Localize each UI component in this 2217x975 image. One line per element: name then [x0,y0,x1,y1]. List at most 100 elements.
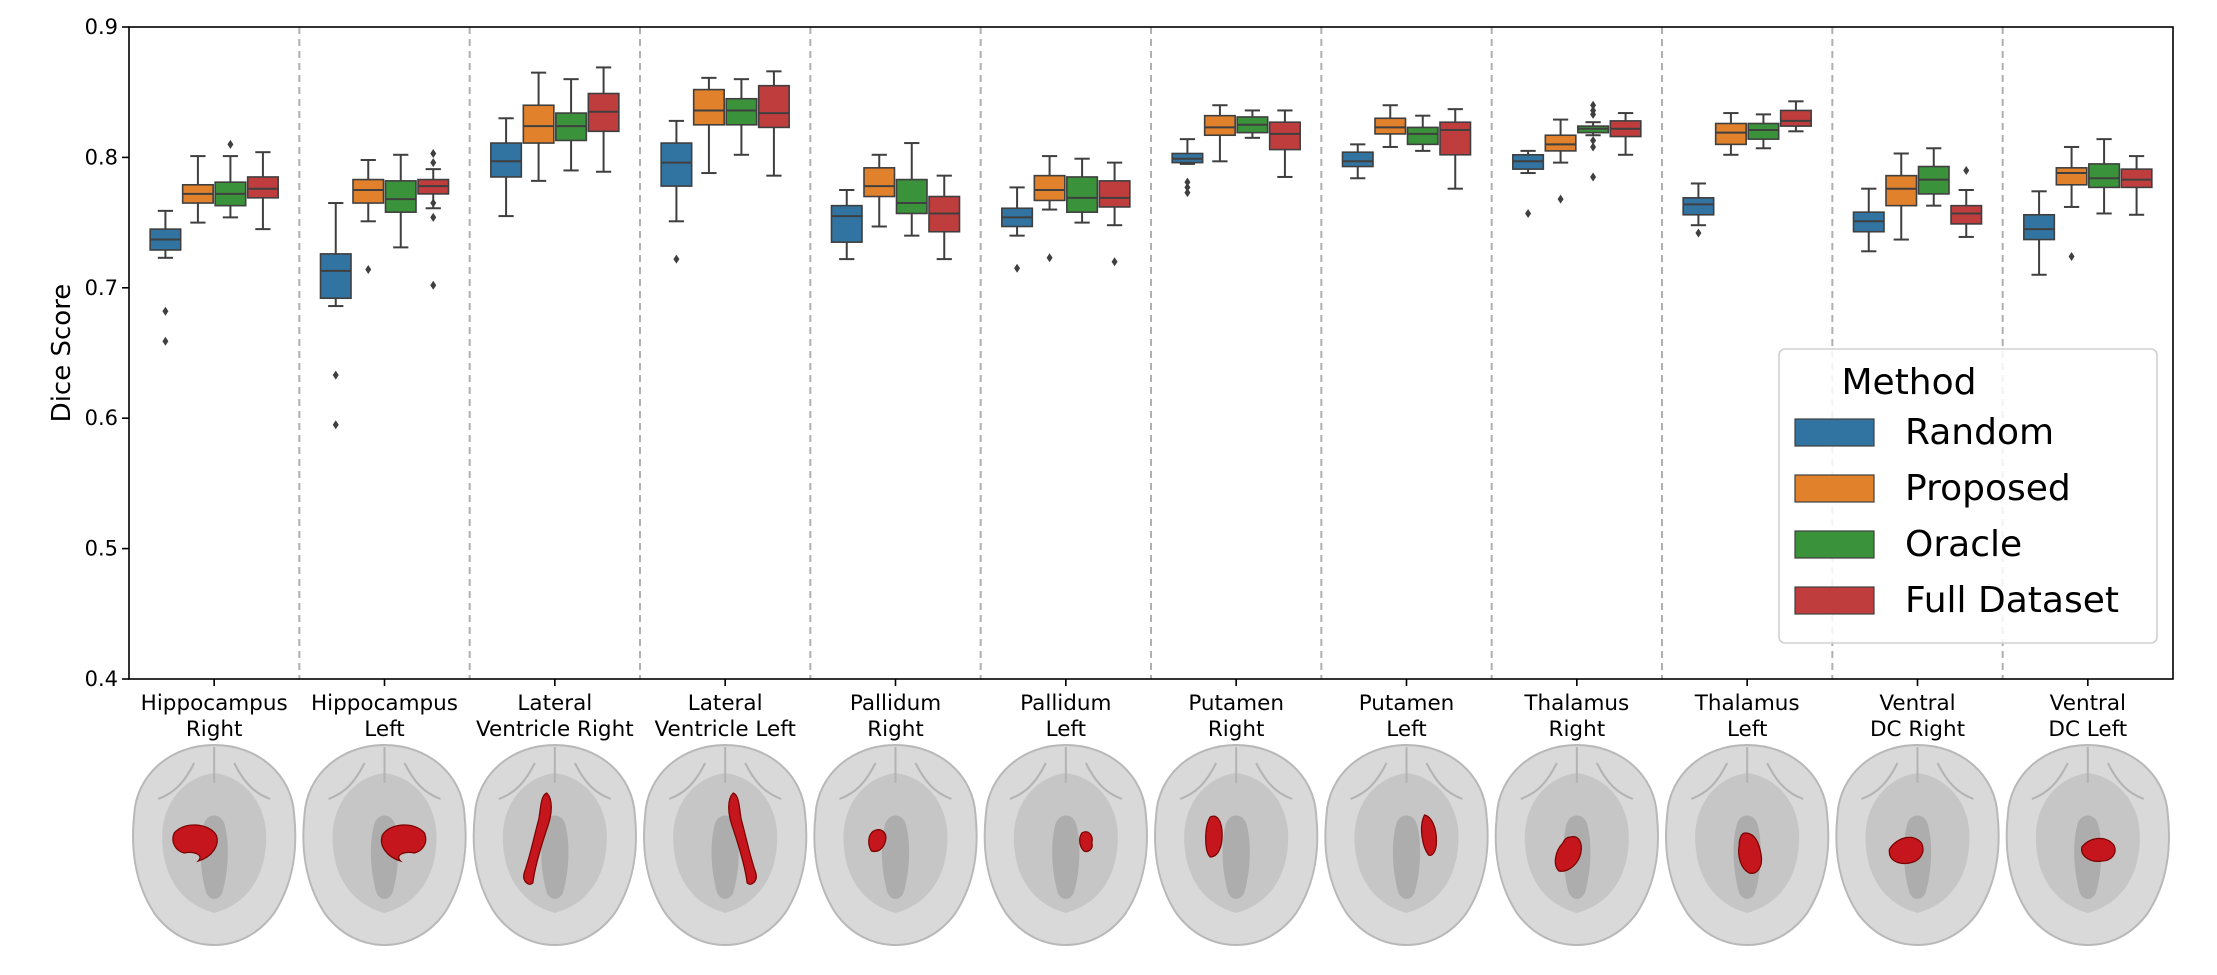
box-oracle-pallidum-right [895,142,928,237]
outlier-point [1046,253,1053,263]
box-random-lateral-ventricle-right [490,117,523,218]
brain-stem [1222,815,1250,899]
outlier-point [162,306,169,316]
outlier-point [673,254,680,264]
iqr-box [352,178,385,204]
outlier-point [430,198,437,208]
plot-area [149,27,2153,679]
brain-view-thalamus-right [1494,743,1660,947]
brain-view-lateral-ventricle-right [472,743,638,947]
outlier-point [430,280,437,290]
box-proposed-lateral-ventricle-left [692,76,725,175]
x-tick-label-putamen-right: Putamen Right [1188,691,1284,742]
x-tick-label-ventral-dc-left: Ventral DC Left [2048,691,2127,742]
box-oracle-hippocampus-left [384,153,417,249]
axes: 0.4 0.5 0.6 0.7 0.8 0.9 Dice Score Hippocampus R… [47,15,2174,742]
highlighted-structure [728,792,757,885]
box-full-dataset-thalamus-right [1609,112,1642,156]
brain-view-pallidum-left [983,743,1149,947]
highlighted-structure [1888,836,1924,865]
outlier-point [1590,172,1597,182]
box-proposed-pallidum-right [863,153,896,228]
box-full-dataset-ventral-dc-left [2120,155,2153,216]
box-proposed-hippocampus-right [181,155,214,224]
outlier-point [1184,188,1191,198]
y-tick-label: 0.9 [85,15,118,39]
legend-label-proposed: Proposed [1905,468,2071,509]
y-tick-label: 0.7 [85,276,118,300]
brain-stem [541,815,569,899]
box-proposed-thalamus-right [1544,118,1577,204]
highlighted-structure [868,829,887,853]
box-oracle-lateral-ventricle-right [555,78,588,172]
brain-stem [881,815,910,899]
outlier-point [1111,257,1118,267]
brain-sulci [1350,747,1463,800]
brain-sulci [157,747,271,800]
brain-stem [711,815,739,899]
box-proposed-ventral-dc-left [2055,145,2088,262]
iqr-box [1682,197,1715,216]
outlier-point [365,265,372,275]
legend-label-full-dataset: Full Dataset [1905,580,2119,621]
series-full-dataset [246,66,2153,290]
series-oracle [214,78,2121,249]
axes-frame [128,26,2174,680]
brain-sulci [1179,747,1293,800]
box-random-thalamus-left [1682,182,1715,238]
outlier-point [332,420,339,430]
brain-sulci [1690,747,1804,800]
iqr-box [1747,122,1780,140]
x-tick-label-hippocampus-right: Hippocampus Right [141,691,288,742]
box-proposed-lateral-ventricle-right [522,71,555,182]
box-full-dataset-putamen-left [1439,108,1472,190]
box-proposed-pallidum-left [1033,155,1066,263]
iqr-box [522,104,555,144]
box-random-ventral-dc-right [1852,187,1885,253]
highlighted-structure [172,824,218,863]
brain-stem [1052,815,1080,899]
box-oracle-pallidum-left [1066,157,1099,224]
box-full-dataset-pallidum-left [1098,161,1131,267]
x-tick-label-ventral-dc-right: Ventral DC Right [1870,691,1965,742]
x-tick-label-putamen-left: Putamen Left [1359,691,1455,742]
x-tick-label-lateral-ventricle-left: Lateral Ventricle Left [654,691,795,742]
iqr-box [246,176,279,199]
iqr-box [863,167,896,198]
outlier-point [1590,109,1597,119]
brain-sulci [328,747,441,800]
iqr-box [895,178,928,215]
x-tick-label-thalamus-left: Thalamus Left [1694,691,1800,742]
iqr-box [1714,122,1747,146]
iqr-box [2120,168,2153,189]
x-tick-label-thalamus-right: Thalamus Right [1523,691,1629,742]
highlighted-structure [2081,837,2116,862]
y-axis-label: Dice Score [47,284,77,423]
outlier-point [1590,142,1597,152]
iqr-box [1268,121,1301,151]
outlier-point [1525,208,1532,218]
outlier-point [227,139,234,149]
outlier-point [1014,263,1021,273]
outlier-point [332,370,339,380]
outlier-point [1590,135,1597,145]
outlier-point [1184,182,1191,192]
highlighted-structure [523,792,552,885]
outlier-point [430,212,437,222]
box-proposed-putamen-left [1374,104,1407,148]
iqr-box [319,253,352,300]
box-random-putamen-right [1171,138,1204,198]
legend-swatch-full-dataset [1794,586,1875,615]
legend-label-random: Random [1905,412,2054,453]
iqr-box [830,204,863,243]
brain-view-hippocampus-right [131,743,297,947]
iqr-box [1066,176,1099,213]
x-tick-label-hippocampus-left: Hippocampus Left [311,691,458,742]
y-tick-label: 0.5 [85,537,118,561]
iqr-box [660,142,693,187]
legend-title: Method [1841,362,1976,403]
brain-view-lateral-ventricle-left [642,743,808,947]
box-full-dataset-lateral-ventricle-left [757,70,790,177]
box-random-thalamus-right [1512,149,1545,218]
iqr-box [2023,213,2056,241]
